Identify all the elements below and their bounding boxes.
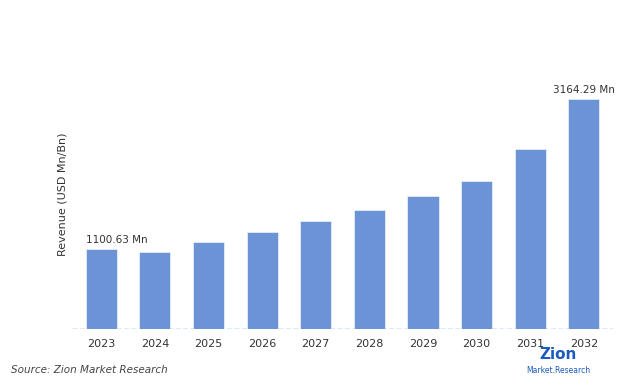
Bar bbox=[407, 196, 439, 329]
Bar bbox=[246, 232, 278, 329]
Bar bbox=[354, 210, 385, 329]
Bar bbox=[139, 252, 170, 329]
Bar bbox=[515, 149, 546, 329]
Text: Zion: Zion bbox=[540, 347, 577, 362]
Bar bbox=[568, 99, 600, 329]
Bar bbox=[300, 221, 331, 329]
Bar bbox=[461, 181, 492, 329]
Bar bbox=[193, 243, 224, 329]
Text: 1100.63 Mn: 1100.63 Mn bbox=[86, 234, 148, 244]
Text: Global Dimethyl Carbonate Market,: Global Dimethyl Carbonate Market, bbox=[7, 16, 381, 35]
Text: 3164.29 Mn: 3164.29 Mn bbox=[553, 85, 615, 95]
Text: Market.Research: Market.Research bbox=[527, 367, 590, 375]
Y-axis label: Revenue (USD Mn/Bn): Revenue (USD Mn/Bn) bbox=[57, 133, 67, 256]
Bar bbox=[85, 249, 117, 329]
Text: Source: Zion Market Research: Source: Zion Market Research bbox=[11, 365, 168, 375]
Text: 2024-2032 (USD Million): 2024-2032 (USD Million) bbox=[359, 18, 560, 33]
Text: CAGR : 12.45%: CAGR : 12.45% bbox=[130, 73, 247, 87]
